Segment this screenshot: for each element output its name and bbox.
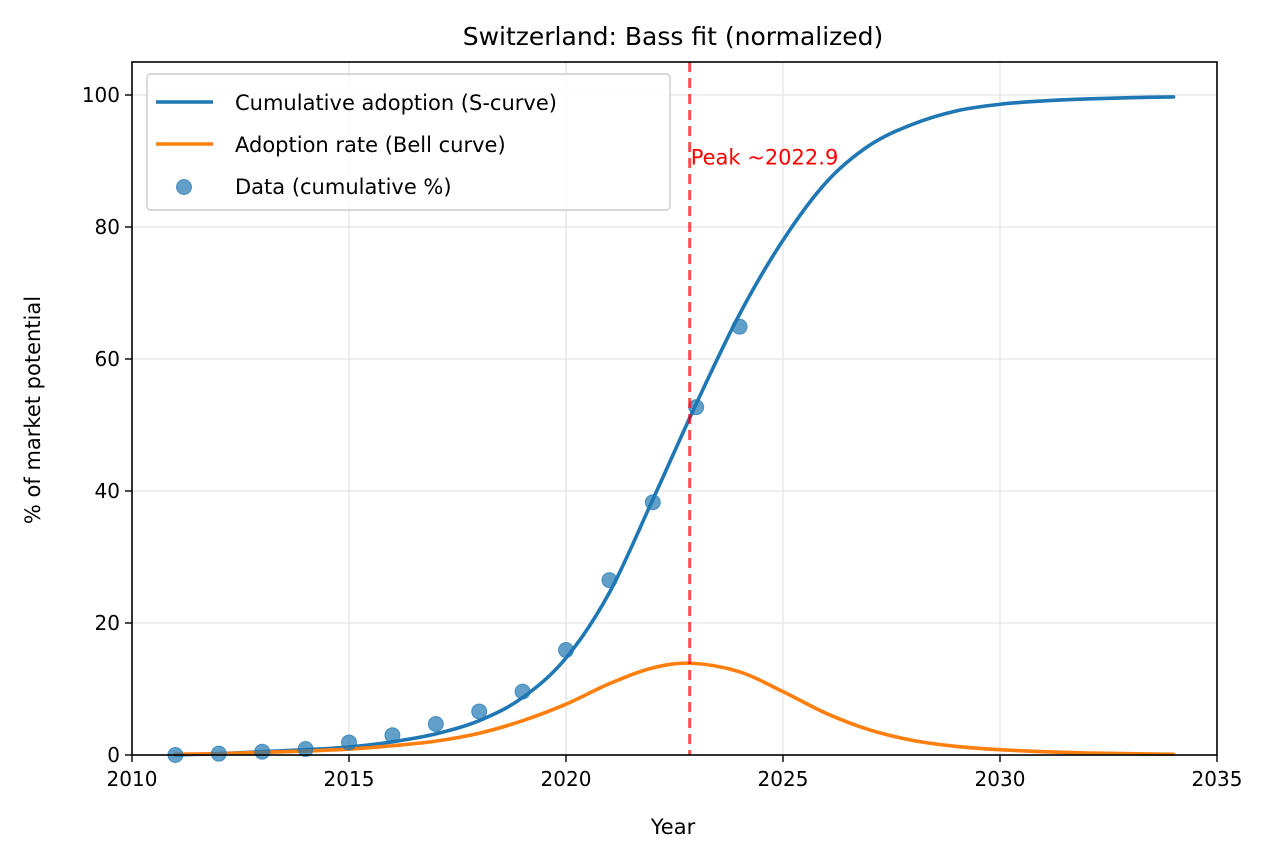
- x-tick-label: 2010: [107, 767, 158, 791]
- annotation-layer: Peak ~2022.9: [688, 62, 839, 755]
- legend: Cumulative adoption (S-curve) Adoption ra…: [146, 73, 671, 211]
- chart-title: Switzerland: Bass fit (normalized): [463, 22, 884, 51]
- x-tick-label: 2025: [758, 767, 809, 791]
- x-tick-label: 2015: [324, 767, 375, 791]
- legend-swatch-2: [176, 179, 192, 195]
- data-point: [558, 642, 574, 659]
- y-tick-label: 60: [95, 347, 120, 371]
- y-axis-title: % of market potential: [21, 296, 45, 524]
- y-tick-label: 40: [95, 479, 120, 503]
- data-point: [731, 318, 748, 335]
- data-point: [210, 745, 227, 762]
- y-tick-label: 100: [82, 83, 120, 107]
- data-point: [514, 683, 531, 700]
- data-point: [427, 715, 444, 732]
- data-point: [254, 743, 271, 760]
- y-tick-label: 0: [107, 743, 120, 767]
- legend-box: [146, 73, 671, 211]
- x-tick-label: 2035: [1192, 767, 1243, 791]
- data-point: [384, 727, 401, 744]
- y-tick-label: 20: [95, 611, 120, 635]
- data-point: [341, 734, 357, 751]
- peak-annotation: Peak ~2022.9: [691, 146, 839, 170]
- legend-label-0: Cumulative adoption (S-curve): [235, 91, 557, 115]
- data-point: [601, 572, 618, 589]
- x-tick-label: 2020: [541, 767, 592, 791]
- y-tick-label: 80: [95, 215, 120, 239]
- plot-frame: [131, 61, 1218, 756]
- legend-label-1: Adoption rate (Bell curve): [235, 133, 506, 157]
- ticks-layer: 2010 2015 2020 2025 2030 2035 0 20 40 60 80 100: [82, 83, 1243, 791]
- data-point: [644, 494, 661, 511]
- data-point: [471, 703, 488, 720]
- x-tick-label: 2030: [975, 767, 1026, 791]
- x-axis-title: Year: [650, 815, 696, 839]
- data-point: [297, 741, 314, 758]
- legend-label-2: Data (cumulative %): [235, 175, 452, 199]
